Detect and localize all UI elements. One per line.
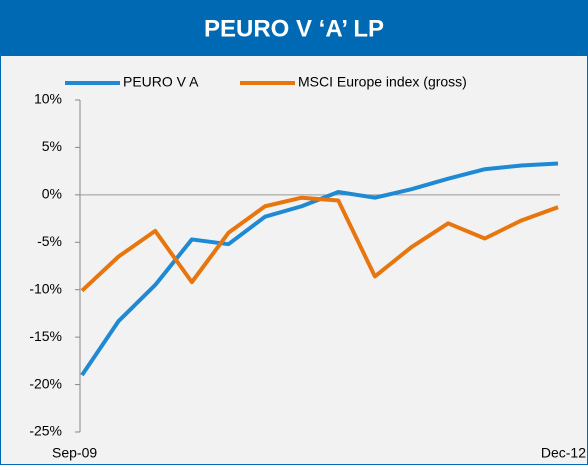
y-tick-label: 10% [34, 91, 62, 107]
y-tick-label: -20% [29, 375, 62, 391]
series-line [80, 195, 559, 293]
title-bar [0, 0, 588, 56]
y-tick-label: 0% [42, 186, 62, 202]
legend-label: PEURO V A [123, 74, 199, 90]
y-tick-label: -25% [29, 423, 62, 439]
legend-label: MSCI Europe index (gross) [298, 74, 467, 90]
y-tick-label: -5% [37, 233, 62, 249]
x-tick-label: Dec-12 [541, 445, 586, 461]
y-tick-label: 5% [42, 138, 62, 154]
y-tick-label: -10% [29, 280, 62, 296]
x-tick-label: Sep-09 [52, 445, 97, 461]
y-tick-label: -15% [29, 328, 62, 344]
chart-title: PEURO V ‘A’ LP [204, 15, 384, 42]
